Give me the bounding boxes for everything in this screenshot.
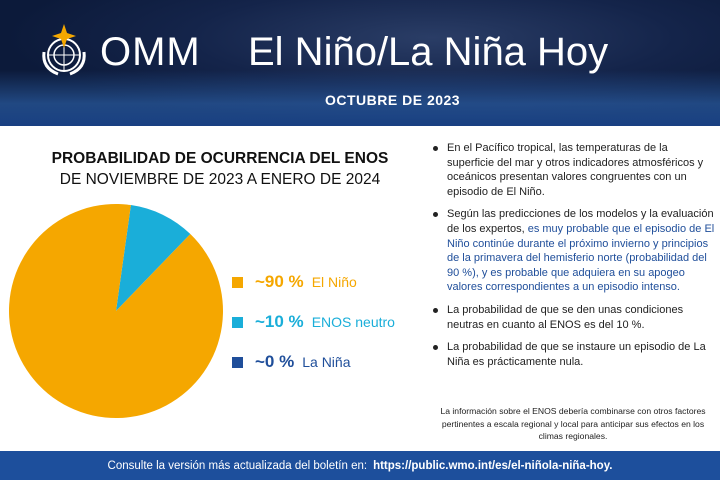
footer-text: Consulte la versión más actualizada del …	[107, 459, 368, 472]
legend-swatch	[232, 316, 243, 328]
chart-title-block: PROBABILIDAD DE OCURRENCIA DEL ENOS DE N…	[20, 148, 420, 190]
pie-chart	[9, 203, 224, 418]
legend-swatch	[232, 276, 243, 288]
footer-bar: Consulte la versión más actualizada del …	[0, 451, 720, 480]
header-banner: OMM El Niño/La Niña Hoy OCTUBRE DE 2023	[0, 0, 720, 126]
pie-slice-enos-neutro	[116, 205, 191, 311]
pie-slice-el-niño	[9, 203, 224, 418]
chart-title: PROBABILIDAD DE OCURRENCIA DEL ENOS	[51, 150, 389, 167]
bullet-item: En el Pacífico tropical, las temperatura…	[430, 141, 716, 199]
org-name: OMM	[100, 30, 201, 74]
wmo-logo-icon	[42, 24, 86, 76]
bullet-item: La probabilidad de que se den unas condi…	[430, 303, 716, 332]
disclaimer-note: La información sobre el ENOS debería com…	[440, 406, 706, 442]
bulletin-date: OCTUBRE DE 2023	[325, 92, 461, 108]
legend-swatch	[232, 356, 243, 368]
legend-label: ENOS neutro	[311, 314, 395, 330]
highlighted-text: es muy probable que el episodio de El Ni…	[447, 222, 715, 294]
chart-legend: ~90 % El Niño ~10 % ENOS neutro ~0 % La Niña	[232, 262, 395, 382]
legend-item: ~10 % ENOS neutro	[232, 302, 395, 342]
legend-item: ~90 % El Niño	[232, 262, 395, 302]
bullet-list: En el Pacífico tropical, las temperatura…	[430, 141, 716, 377]
page-title: El Niño/La Niña Hoy	[248, 30, 609, 74]
legend-percent: ~0 %	[255, 352, 295, 371]
legend-label: El Niño	[311, 274, 357, 290]
bullet-item: Según las predicciones de los modelos y …	[430, 207, 716, 295]
bullet-item: La probabilidad de que se instaure un ep…	[430, 340, 716, 369]
chart-subtitle: DE NOVIEMBRE DE 2023 A ENERO DE 2024	[59, 171, 381, 188]
bulletin-link[interactable]: https://public.wmo.int/es/el-niñola-niña…	[373, 459, 613, 472]
sea-image	[0, 70, 720, 126]
legend-percent: ~90 %	[255, 272, 304, 291]
legend-label: La Niña	[302, 354, 351, 370]
legend-item: ~0 % La Niña	[232, 342, 395, 382]
legend-percent: ~10 %	[255, 312, 304, 331]
